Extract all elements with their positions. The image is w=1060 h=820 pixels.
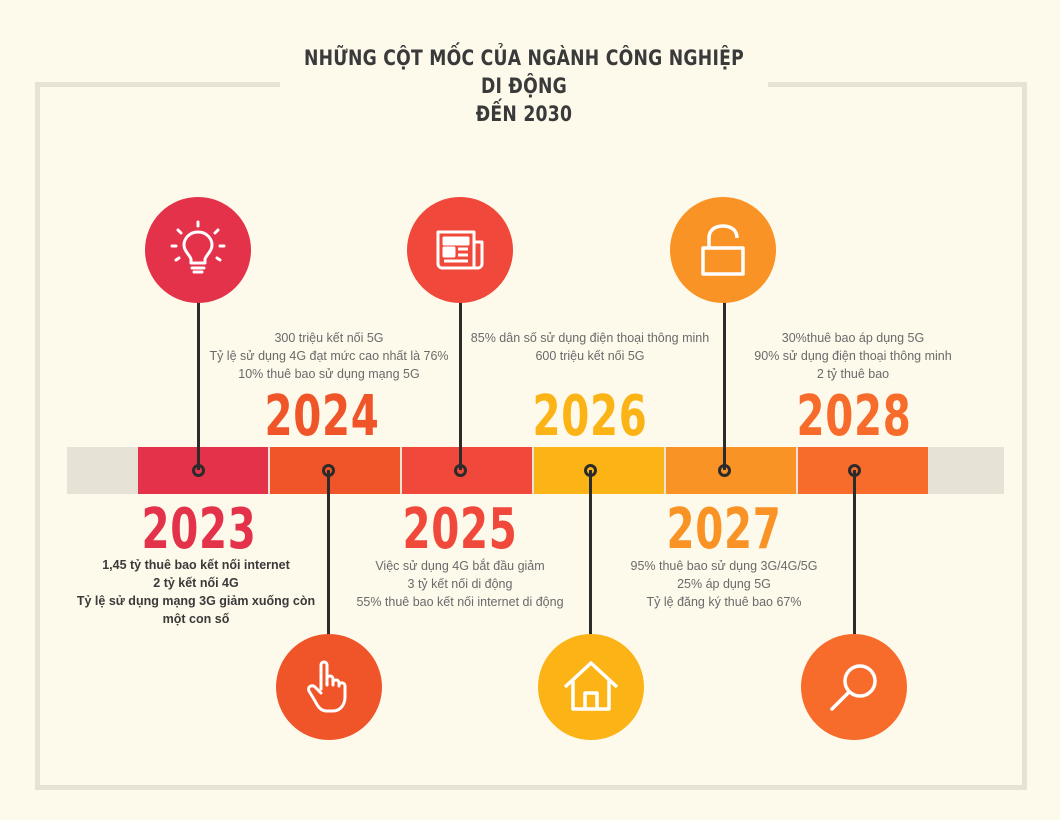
description-line: 10% thuê bao sử dụng mạng 5G (238, 367, 420, 381)
milestone-description-2025: Việc sử dụng 4G bắt đầu giảm 3 tỷ kết nố… (310, 557, 610, 611)
unlocked-padlock-icon (701, 224, 745, 276)
description-line: 85% dân số sử dụng điện thoại thông minh (470, 331, 710, 345)
milestone-description-2027: 95% thuê bao sử dụng 3G/4G/5G 25% áp dụn… (574, 557, 874, 611)
year-label-2023: 2023 (141, 497, 257, 562)
timeline-dot-2028 (848, 464, 861, 477)
description-line: Tỷ lệ sử dụng mạng 3G giảm xuống còn (76, 594, 316, 608)
connector-stem-2024 (327, 470, 330, 635)
milestone-badge-2026 (538, 634, 644, 740)
magnifier-icon (830, 664, 877, 711)
timeline-segment-2025 (402, 447, 532, 494)
connector-stem-2026 (589, 470, 592, 635)
description-line: 300 triệu kết nối 5G (274, 331, 384, 345)
description-line: 30%thuê bao áp dụng 5G (781, 331, 925, 345)
timeline-segment-2026 (534, 447, 664, 494)
description-line: 55% thuê bao kết nối internet di động (356, 595, 564, 609)
description-line: 2 tỷ kết nối 4G (153, 576, 239, 590)
description-line: 600 triệu kết nối 5G (535, 349, 645, 363)
timeline-dot-2026 (584, 464, 597, 477)
home-icon (563, 661, 619, 711)
title-backdrop (280, 72, 768, 100)
description-line: 2 tỷ thuê bao (816, 367, 890, 381)
year-label-2024: 2024 (264, 384, 380, 449)
milestone-description-2028: 30%thuê bao áp dụng 5G 90% sử dụng điện … (703, 329, 1003, 383)
year-label-2025: 2025 (402, 497, 518, 562)
pointing-hand-icon (307, 660, 347, 713)
description-line: 1,45 tỷ thuê bao kết nối internet (102, 558, 290, 572)
description-line: 3 tỷ kết nối di động (407, 577, 513, 591)
timeline-dot-2024 (322, 464, 335, 477)
description-line: Tỷ lệ đăng ký thuê bao 67% (646, 595, 802, 609)
page-title: NHỮNG CỘT MỐC CỦA NGÀNH CÔNG NGHIỆP DI Đ… (291, 44, 757, 128)
milestone-description-2024: 300 triệu kết nối 5G Tỷ lệ sử dụng 4G đạ… (179, 329, 479, 383)
connector-stem-2028 (853, 470, 856, 635)
description-line: Việc sử dụng 4G bắt đầu giảm (375, 559, 545, 573)
milestone-badge-2027 (670, 197, 776, 303)
year-label-2028: 2028 (796, 384, 912, 449)
timeline-dot-2027 (718, 464, 731, 477)
year-label-2027: 2027 (666, 497, 782, 562)
milestone-description-2023: 1,45 tỷ thuê bao kết nối internet 2 tỷ k… (46, 556, 346, 628)
timeline-segment-2028 (798, 447, 928, 494)
timeline-segment-2027 (666, 447, 796, 494)
milestone-badge-2023 (145, 197, 251, 303)
connector-stem-2027 (723, 300, 726, 470)
lightbulb-icon (170, 220, 226, 274)
timeline-dot-2023 (192, 464, 205, 477)
milestone-badge-2024 (276, 634, 382, 740)
description-line: 25% áp dụng 5G (677, 577, 771, 591)
description-line: 90% sử dụng điện thoại thông minh (754, 349, 952, 363)
year-label-2026: 2026 (532, 384, 648, 449)
timeline-dot-2025 (454, 464, 467, 477)
milestone-badge-2028 (801, 634, 907, 740)
title-line-1: NHỮNG CỘT MỐC CỦA NGÀNH CÔNG NGHIỆP DI Đ… (303, 46, 744, 98)
description-line: Tỷ lệ sử dụng 4G đạt mức cao nhất là 76% (209, 349, 449, 363)
description-line: 95% thuê bao sử dụng 3G/4G/5G (630, 559, 818, 573)
milestone-description-2026: 85% dân số sử dụng điện thoại thông minh… (440, 329, 740, 365)
connector-stem-2025 (459, 300, 462, 470)
milestone-badge-2025 (407, 197, 513, 303)
description-line: một con số (162, 612, 230, 626)
timeline-segment-2024 (270, 447, 400, 494)
newspaper-icon (436, 230, 484, 270)
title-line-2: ĐẾN 2030 (475, 102, 573, 126)
connector-stem-2023 (197, 300, 200, 470)
